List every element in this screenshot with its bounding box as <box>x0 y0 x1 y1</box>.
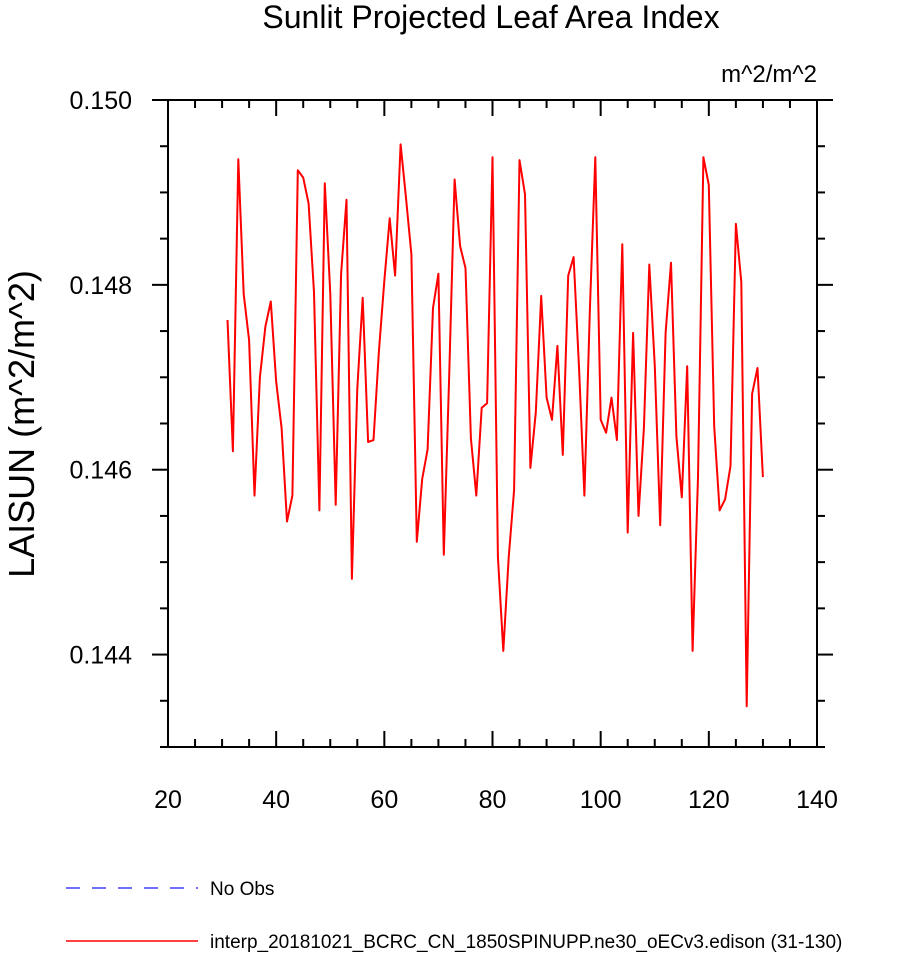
plot-area <box>226 143 764 708</box>
y-tick-label: 0.148 <box>69 272 132 300</box>
chart-units: m^2/m^2 <box>721 61 817 88</box>
chart-title: Sunlit Projected Leaf Area Index <box>262 0 719 35</box>
x-tick-label: 20 <box>154 786 182 814</box>
x-tick-label: 100 <box>580 786 622 814</box>
legend-label-no-obs: No Obs <box>210 879 274 900</box>
axis-ticks <box>152 99 833 748</box>
legend-label-model: interp_20181021_BCRC_CN_1850SPINUPP.ne30… <box>210 932 842 953</box>
x-tick-label: 40 <box>262 786 290 814</box>
x-tick-label: 80 <box>479 786 507 814</box>
x-tick-label: 60 <box>370 786 398 814</box>
series-line-model <box>226 143 764 708</box>
y-tick-label: 0.146 <box>69 457 132 485</box>
y-tick-label: 0.150 <box>69 87 132 115</box>
x-tick-label: 120 <box>688 786 730 814</box>
legend: No Obs interp_20181021_BCRC_CN_1850SPINU… <box>66 879 842 953</box>
y-tick-label: 0.144 <box>69 642 132 670</box>
x-tick-label: 140 <box>796 786 838 814</box>
y-axis-label: LAISUN (m^2/m^2) <box>1 270 42 578</box>
x-tick-labels: 20 40 60 80 100 120 140 <box>154 786 838 814</box>
y-tick-labels: 0.144 0.146 0.148 0.150 <box>69 87 132 670</box>
